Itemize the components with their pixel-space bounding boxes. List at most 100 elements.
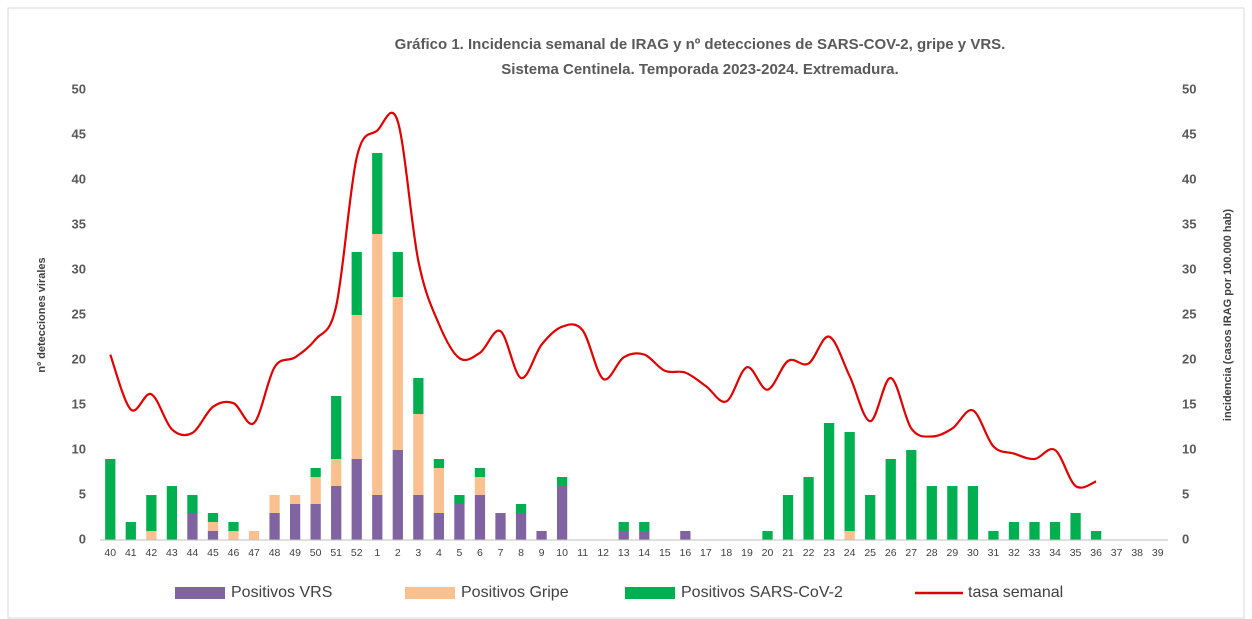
bar [823, 423, 835, 540]
y-tick-label: 50 [72, 81, 86, 96]
bar [310, 477, 321, 504]
bar [146, 495, 157, 531]
x-tick-label: 39 [1152, 547, 1164, 559]
bar [372, 234, 383, 495]
x-tick-label: 31 [988, 547, 1000, 559]
y-tick-label: 15 [72, 396, 86, 411]
bar [187, 513, 198, 540]
bar [433, 468, 445, 513]
bar [865, 495, 876, 540]
bar [207, 522, 219, 531]
bar [331, 396, 342, 459]
bar [269, 495, 280, 513]
bar [1090, 531, 1102, 540]
x-tick-label: 37 [1111, 547, 1123, 559]
bar [556, 486, 568, 540]
y2-axis-label: incidencia (casos IRAG por 100.000 hab) [1222, 209, 1234, 421]
y2-tick-label: 30 [1182, 261, 1196, 276]
bar [269, 513, 280, 540]
bar [413, 378, 424, 414]
x-tick-label: 17 [700, 547, 712, 559]
bar [351, 459, 362, 540]
y2-tick-label: 25 [1182, 306, 1196, 321]
y2-tick-label: 10 [1182, 441, 1196, 456]
y2-tick-label: 45 [1182, 126, 1196, 141]
y2-tick-label: 35 [1182, 216, 1196, 231]
x-tick-label: 7 [498, 547, 504, 559]
bar [639, 531, 650, 540]
bar [372, 495, 383, 540]
bar [967, 486, 979, 540]
bar [454, 495, 465, 504]
x-tick-label: 15 [659, 547, 671, 559]
x-tick-label: 2 [395, 547, 401, 559]
y-tick-label: 30 [72, 261, 86, 276]
y2-tick-label: 40 [1182, 171, 1196, 186]
x-tick-label: 44 [187, 547, 199, 559]
y-tick-label: 20 [72, 351, 86, 366]
y2-tick-label: 15 [1182, 396, 1196, 411]
bar [310, 468, 321, 477]
x-tick-label: 38 [1131, 547, 1143, 559]
bar [351, 252, 362, 315]
bar [803, 477, 814, 540]
x-tick-label: 25 [864, 547, 876, 559]
bar [433, 459, 445, 468]
bar [885, 459, 896, 540]
bar [1070, 513, 1081, 540]
y-tick-label: 45 [72, 126, 86, 141]
x-tick-label: 23 [823, 547, 835, 559]
bar [474, 468, 486, 477]
x-tick-label: 13 [618, 547, 630, 559]
legend-label: tasa semanal [968, 584, 1063, 601]
bar [1008, 522, 1020, 540]
x-tick-label: 33 [1029, 547, 1041, 559]
bar [680, 531, 691, 540]
bar [125, 522, 136, 540]
x-tick-label: 51 [330, 547, 342, 559]
bar [331, 486, 342, 540]
y-tick-label: 35 [72, 216, 86, 231]
bar [926, 486, 937, 540]
bar [454, 504, 465, 540]
x-tick-label: 8 [518, 547, 524, 559]
x-tick-label: 47 [248, 547, 260, 559]
bar [310, 504, 321, 540]
legend-swatch [625, 587, 675, 599]
bar [331, 459, 342, 486]
x-tick-label: 22 [803, 547, 815, 559]
bar [639, 522, 650, 531]
x-tick-label: 30 [967, 547, 979, 559]
y-tick-label: 10 [72, 441, 86, 456]
x-tick-label: 24 [844, 547, 856, 559]
bar [105, 459, 116, 540]
chart-title: Gráfico 1. Incidencia semanal de IRAG y … [395, 36, 1006, 53]
bar [207, 531, 219, 540]
y-tick-label: 5 [79, 486, 86, 501]
y2-tick-label: 20 [1182, 351, 1196, 366]
x-tick-label: 9 [539, 547, 545, 559]
bar [495, 513, 506, 540]
x-tick-label: 52 [351, 547, 363, 559]
bar [515, 504, 527, 513]
bar [187, 495, 198, 513]
bar [844, 531, 855, 540]
bar [413, 495, 424, 540]
bar [988, 531, 999, 540]
bar [289, 504, 301, 540]
bar [248, 531, 260, 540]
bar [392, 450, 403, 540]
bar [947, 486, 958, 540]
bar [228, 531, 239, 540]
x-tick-label: 11 [577, 547, 588, 559]
x-tick-label: 50 [310, 547, 322, 559]
x-tick-label: 34 [1049, 547, 1061, 559]
bar [207, 513, 219, 522]
bar [166, 486, 178, 540]
x-tick-label: 10 [556, 547, 568, 559]
legend-label: Positivos SARS-CoV-2 [681, 584, 843, 601]
line [109, 111, 1097, 489]
y2-tick-label: 0 [1182, 531, 1189, 546]
bar [474, 495, 486, 540]
